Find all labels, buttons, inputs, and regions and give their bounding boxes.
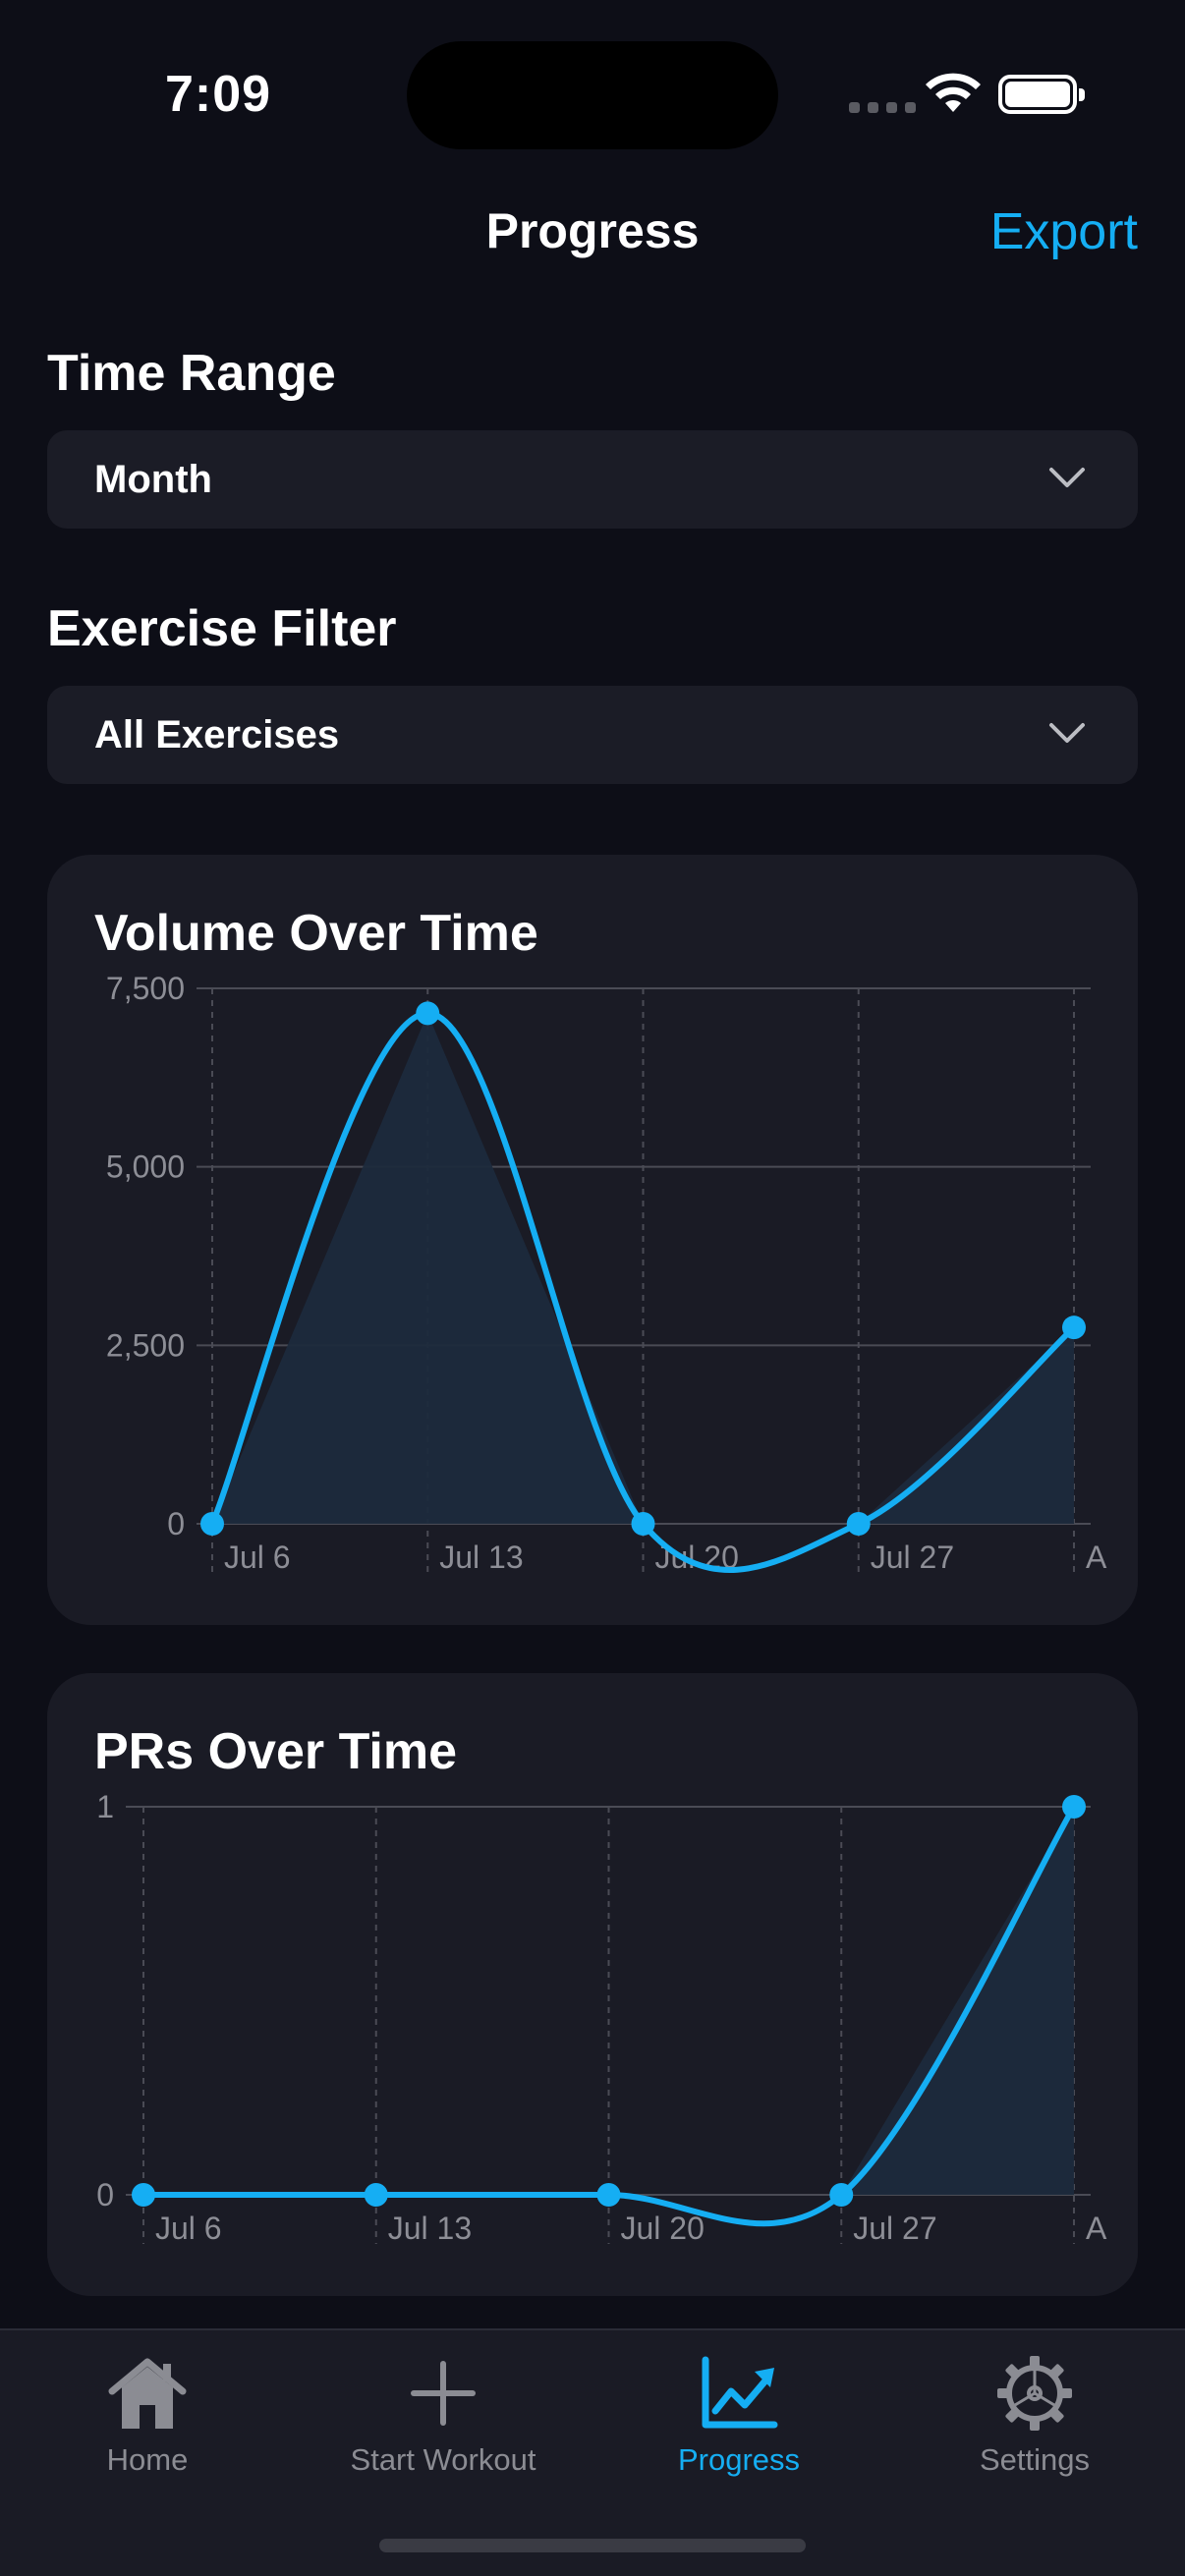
tab-home[interactable]: Home xyxy=(0,2354,295,2478)
tab-start-workout[interactable]: Start Workout xyxy=(296,2354,591,2478)
data-point xyxy=(364,2183,388,2207)
data-point xyxy=(1062,1316,1086,1340)
cellular-signal-icon xyxy=(849,102,916,113)
house-icon xyxy=(108,2358,187,2429)
export-button[interactable]: Export xyxy=(989,203,1138,260)
data-point xyxy=(631,1512,655,1536)
y-tick-label: 5,000 xyxy=(106,1149,185,1185)
data-point xyxy=(200,1512,224,1536)
x-tick-label: A xyxy=(1086,1540,1107,1575)
chart-title: Volume Over Time xyxy=(94,905,538,962)
exercise-filter-select[interactable]: All Exercises xyxy=(47,686,1138,784)
y-tick-label: 0 xyxy=(96,2177,114,2212)
dynamic-island xyxy=(407,41,778,149)
y-tick-label: 2,500 xyxy=(106,1327,185,1363)
x-tick-label: Jul 13 xyxy=(439,1540,523,1575)
tab-label: Start Workout xyxy=(350,2442,536,2477)
tab-progress[interactable]: Progress xyxy=(592,2354,886,2478)
data-point xyxy=(829,2183,854,2207)
prs-chart-card: PRs Over Time 1 0 Jul 6 Jul 13 Jul 20 Jul 27 A xyxy=(47,1673,1138,2296)
x-tick-label: Jul 20 xyxy=(621,2211,705,2246)
prs-chart: 1 0 Jul 6 Jul 13 Jul 20 Jul 27 A xyxy=(96,1789,1107,2246)
status-time: 7:09 xyxy=(165,66,272,123)
data-point xyxy=(416,1001,440,1026)
series-area xyxy=(143,1807,1074,2195)
x-tick-label: A xyxy=(1086,2211,1107,2246)
page-title: Progress xyxy=(485,203,700,258)
y-tick-label: 1 xyxy=(96,1789,114,1824)
chart-icon xyxy=(702,2356,778,2429)
x-tick-label: Jul 6 xyxy=(224,1540,291,1575)
y-tick-label: 0 xyxy=(167,1506,185,1541)
x-tick-label: Jul 27 xyxy=(853,2211,936,2246)
data-point xyxy=(846,1512,871,1536)
battery-icon xyxy=(998,75,1085,114)
data-point xyxy=(596,2183,621,2207)
tab-label: Home xyxy=(106,2442,189,2477)
plus-icon xyxy=(411,2361,476,2426)
data-point xyxy=(1062,1795,1086,1819)
tab-bar: Home Start Workout Progress xyxy=(0,2328,1185,2576)
x-tick-label: Jul 6 xyxy=(155,2211,222,2246)
series-area xyxy=(212,1013,1074,1524)
gear-icon xyxy=(997,2356,1072,2431)
series-line xyxy=(209,1010,1077,1573)
tab-settings[interactable]: Settings xyxy=(887,2354,1182,2478)
x-tick-label: Jul 27 xyxy=(871,1540,954,1575)
time-range-select[interactable]: Month xyxy=(47,430,1138,529)
y-tick-label: 7,500 xyxy=(106,971,185,1006)
exercise-filter-value: All Exercises xyxy=(94,712,340,756)
wifi-icon xyxy=(926,73,981,112)
series-line xyxy=(141,1804,1077,2227)
chevron-down-icon xyxy=(1049,468,1085,487)
exercise-filter-label: Exercise Filter xyxy=(47,600,397,657)
time-range-value: Month xyxy=(94,457,212,501)
chart-title: PRs Over Time xyxy=(94,1723,458,1780)
volume-chart-card: Volume Over Time 7,500 5,000 2,500 0 Jul 6 Ju… xyxy=(47,855,1138,1625)
tab-label: Progress xyxy=(677,2442,801,2477)
x-tick-label: Jul 13 xyxy=(388,2211,472,2246)
time-range-label: Time Range xyxy=(47,345,336,402)
home-indicator xyxy=(379,2539,806,2552)
tab-label: Settings xyxy=(979,2442,1090,2477)
data-point xyxy=(132,2183,155,2207)
chevron-down-icon xyxy=(1049,723,1085,743)
